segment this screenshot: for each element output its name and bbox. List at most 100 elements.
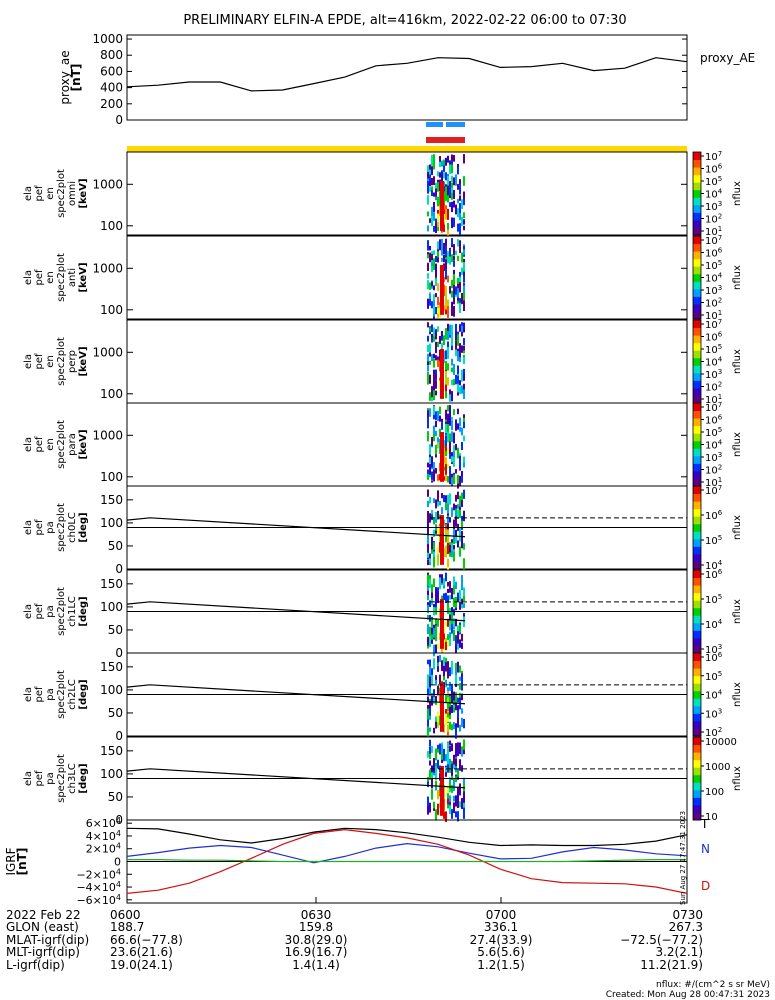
- spectrogram-cell: [459, 324, 461, 332]
- spectrogram-cell: [451, 507, 453, 517]
- orbit-row-label-0: 2022 Feb 22: [6, 908, 81, 922]
- spectrogram-cell: [447, 175, 449, 186]
- spectrogram-cell: [445, 768, 447, 777]
- spectrogram-cell: [427, 489, 429, 497]
- spectrogram-cell: [447, 595, 449, 607]
- panel-5-ylabel-line-5: [deg]: [78, 512, 89, 542]
- spectrogram-cell: [455, 204, 457, 215]
- spectrogram-cell: [455, 529, 457, 541]
- spectrogram-cell: [463, 791, 465, 803]
- spectrogram-cell: [451, 217, 453, 229]
- spectrogram-cell: [435, 345, 437, 350]
- orbit-time-0: 0600: [110, 908, 141, 922]
- spectrogram-cell: [463, 777, 465, 790]
- spectrogram-cells: [427, 238, 465, 320]
- spectrogram-cell: [435, 293, 437, 298]
- spectrogram-cell: [447, 251, 449, 264]
- colorbar-tick-label-4: 103: [705, 451, 722, 464]
- colorbar-label: nflux: [732, 432, 743, 457]
- panel-1-ylabel-line-2: en: [45, 187, 56, 200]
- colorbar-segment: [693, 258, 701, 267]
- spectrogram-cell: [445, 754, 447, 761]
- spectrogram-cell: [433, 192, 435, 197]
- colorbar-segment: [693, 380, 701, 389]
- spectrogram-cell: [455, 374, 457, 385]
- science-zone-red-bar: [426, 137, 465, 143]
- spectrogram-cell: [459, 271, 461, 277]
- spectrogram-cell: [455, 699, 457, 711]
- spectrogram-cell: [455, 726, 457, 739]
- spectrogram-cell: [441, 246, 443, 256]
- spectrogram-cell: [427, 527, 429, 537]
- spectrogram-cell: [463, 387, 465, 399]
- colorbar-segment: [693, 288, 701, 297]
- colorbar-segment: [693, 523, 701, 532]
- spectrogram-cell: [435, 373, 437, 379]
- panel-2-ylabel-line-1: pef: [34, 269, 45, 286]
- spectrogram-cell: [455, 674, 457, 682]
- spectrogram-cell: [433, 154, 435, 167]
- spectrogram-cell: [431, 745, 433, 753]
- spectrogram-cell: [447, 538, 449, 549]
- colorbar-segment: [693, 630, 701, 639]
- energy-tick-label-0: 1000: [92, 261, 123, 275]
- spectrogram-cell: [431, 536, 433, 546]
- spectrogram-cells: [427, 154, 465, 237]
- spectrogram-cell: [435, 445, 437, 455]
- spectrogram-cell: [453, 503, 455, 511]
- spectrogram-cell: [429, 296, 431, 306]
- spectrogram-cell: [427, 510, 429, 522]
- spectrogram-cell: [427, 469, 429, 474]
- spectrogram-cell: [427, 262, 429, 272]
- spectrogram-cell: [431, 354, 433, 362]
- spectrogram-cell: [437, 247, 439, 253]
- colorbar-segment: [693, 767, 701, 776]
- pitch-tick-label-0: 150: [100, 660, 123, 674]
- proxy-ae-tick-label-0: 1000: [92, 32, 123, 46]
- pitch-tick-label-0: 150: [100, 493, 123, 507]
- spectrogram-cell: [451, 324, 453, 332]
- orbit-value-3-3: 11.2(21.9): [640, 958, 703, 972]
- spectrogram-cell: [459, 742, 461, 755]
- igrf-legend-T: T: [700, 817, 709, 831]
- colorbar-tick-label-0: 106: [705, 651, 723, 664]
- spectrogram-cell: [463, 802, 465, 812]
- spectrogram-cell: [459, 351, 461, 362]
- spectrogram-cell: [427, 471, 429, 480]
- spectrogram-cell: [449, 765, 451, 773]
- spectrogram-cell: [427, 189, 429, 194]
- spectrogram-cell: [449, 286, 451, 293]
- spectrogram-cell: [435, 769, 437, 780]
- spectrogram-cell: [433, 727, 435, 734]
- spectrogram-cell: [427, 165, 429, 175]
- spectrogram-cell: [463, 285, 465, 296]
- spectrogram-cell: [433, 176, 435, 185]
- colorbar-tick-label-6: 101: [705, 225, 722, 238]
- spectrogram-cell: [431, 471, 433, 480]
- spectrogram-cell: [431, 674, 433, 686]
- proxy-ae-tick-label-5: 0: [115, 113, 123, 127]
- spectrogram-cell: [445, 495, 447, 505]
- colorbar-tick-label-0: 107: [705, 318, 722, 331]
- spectrogram-cell: [453, 539, 455, 545]
- spectrogram-cell: [453, 474, 455, 484]
- spectrogram-cell: [447, 222, 449, 230]
- spectrogram-cell: [463, 345, 465, 351]
- spectrogram-cell: [445, 767, 447, 773]
- spectrogram-cell: [457, 223, 459, 232]
- spectrogram-cell: [437, 241, 439, 250]
- colorbar-segment: [693, 410, 701, 419]
- spectrogram-cell: [457, 447, 459, 459]
- colorbar-segment: [693, 561, 701, 570]
- panel-5-ylabel-line-1: pef: [34, 519, 45, 536]
- orbit-row-label-2: MLAT-igrf(dip): [6, 933, 89, 947]
- colorbar-segment: [693, 273, 701, 282]
- spectrogram-cell: [451, 367, 453, 373]
- spectrogram-core: [440, 349, 444, 399]
- spectrogram-cell: [463, 249, 465, 255]
- spectrogram-cell: [451, 743, 453, 752]
- spectrogram-cell: [451, 683, 453, 691]
- colorbar-tick-label-0: 106: [705, 568, 723, 581]
- igrf-series-line-2: [126, 842, 688, 864]
- spectrogram-cell: [457, 351, 459, 362]
